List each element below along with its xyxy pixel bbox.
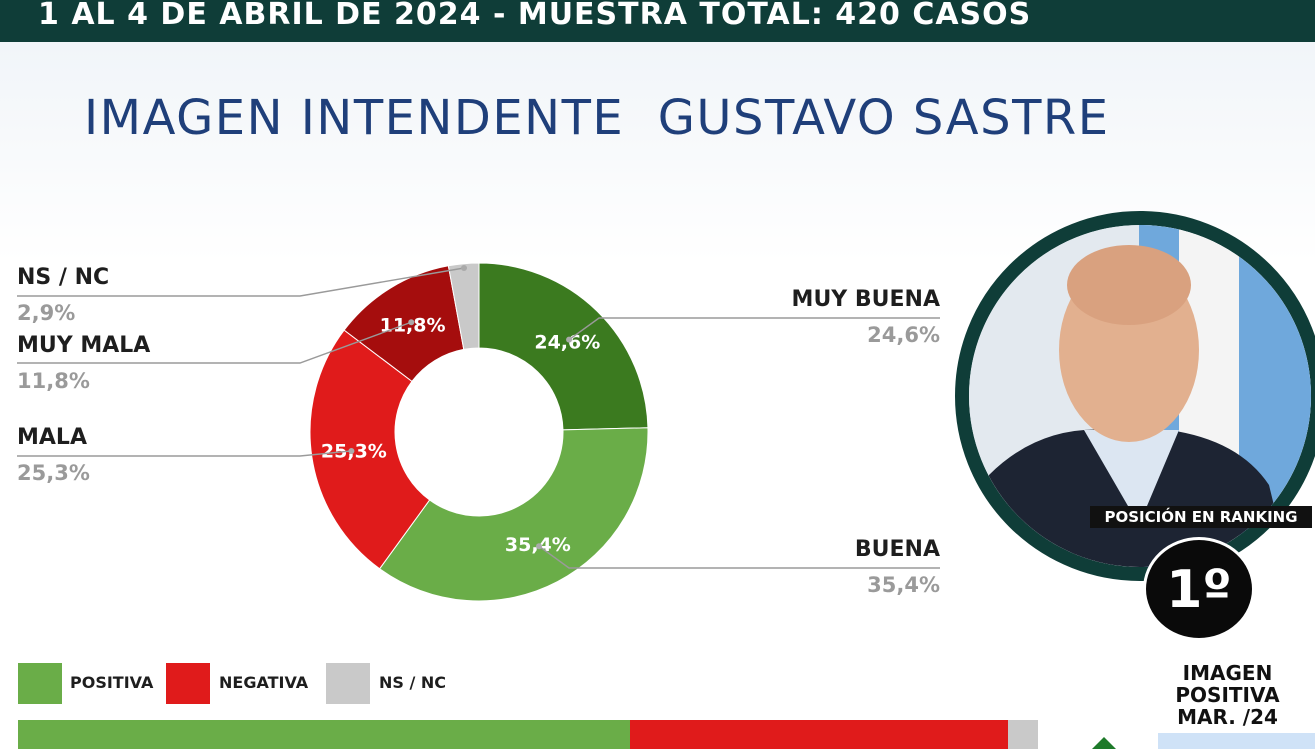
slice-value-label: 24,6% [534,331,600,353]
legend-swatch-negativa [166,663,210,704]
label-mala-value: 25,3% [17,461,90,485]
leader-dot [536,543,543,550]
label-buena-name: BUENA [854,537,940,562]
header-text: 1 AL 4 DE ABRIL DE 2024 - MUESTRA TOTAL:… [38,0,1032,32]
leader-line [17,321,412,364]
side-line-1: IMAGEN [1182,661,1273,685]
leader-dot [408,319,415,326]
leader-line [17,450,352,457]
donut-slice-ns-nc [447,262,480,350]
label-mala-name: MALA [17,425,87,450]
label-muy-mala-name: MUY MALA [17,333,151,358]
side-panel-title: IMAGEN POSITIVA MAR. /24 [1150,662,1305,728]
slice-value-label: 11,8% [380,314,446,336]
donut-slice-buena [378,427,649,602]
label-muy-buena-value: 24,6% [867,323,940,347]
label-buena-value: 35,4% [867,573,940,597]
leader-dot [348,447,355,454]
legend-label-nsnc: NS / NC [379,673,447,692]
label-muy-buena-name: MUY BUENA [791,287,940,312]
page-title: IMAGEN INTENDENTE GUSTAVO SASTRE [84,90,1110,146]
leader-dot [461,265,467,271]
legend-swatch-positiva [18,663,62,704]
label-nsnc-name: NS / NC [17,265,110,290]
label-nsnc-value: 2,9% [17,301,76,325]
leader-line [17,267,465,297]
leader-line [568,317,940,341]
side-panel-bar [1158,733,1315,749]
label-muy-mala-value: 11,8% [17,369,90,393]
leader-dot [566,336,573,343]
side-line-3: MAR. /24 [1177,705,1278,729]
header-bar: 1 AL 4 DE ABRIL DE 2024 - MUESTRA TOTAL:… [0,0,1315,42]
summary-bar-negativa [630,720,1009,749]
summary-bar-ns-nc [1008,720,1038,749]
summary-bar-positiva [18,720,630,749]
side-line-2: POSITIVA [1175,683,1280,707]
legend-label-negativa: NEGATIVA [219,673,309,692]
up-arrow-icon [1090,737,1118,749]
ranking-label: POSICIÓN EN RANKING [1090,506,1312,528]
legend-label-positiva: POSITIVA [70,673,154,692]
legend-swatch-nsnc [326,663,370,704]
leader-line [538,545,940,569]
ranking-badge: 1º [1143,537,1255,641]
donut-slice-muy-buena [478,262,649,431]
donut-slice-mala [309,329,431,570]
